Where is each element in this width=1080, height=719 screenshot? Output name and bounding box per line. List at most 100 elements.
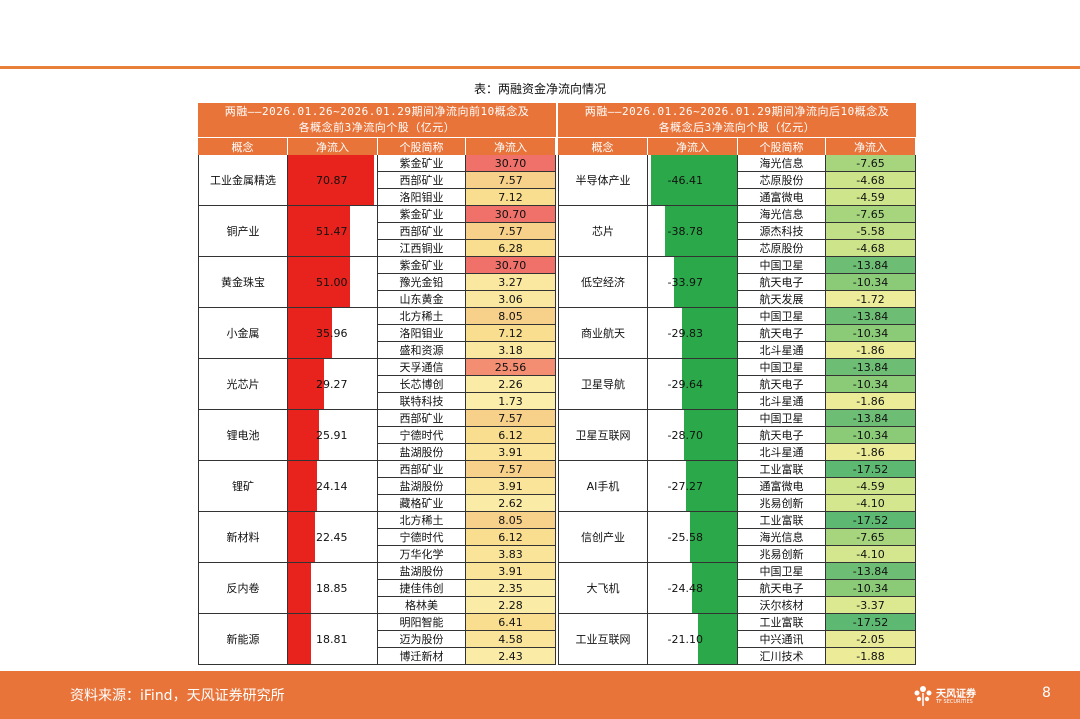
concept-flow-cell: 51.47 xyxy=(288,206,378,256)
stock-row: 盐湖股份 3.91 xyxy=(378,478,556,495)
concept-flow-cell: 18.85 xyxy=(288,563,378,613)
stock-flow-value: -4.59 xyxy=(826,189,916,205)
left-title-line1: 两融——2026.01.26~2026.01.29期间净流向前10概念及 xyxy=(224,105,530,118)
stock-name: 中国卫星 xyxy=(738,359,826,375)
stock-name: 北方稀土 xyxy=(378,308,466,324)
concept-flow-bar xyxy=(288,614,311,664)
stock-flow-value: 3.91 xyxy=(466,478,556,494)
stock-flow-value: 3.91 xyxy=(466,563,556,579)
stock-row: 捷佳伟创 2.35 xyxy=(378,580,556,597)
concept-flow-cell: 51.00 xyxy=(288,257,378,307)
stock-flow-value: -1.86 xyxy=(826,393,916,409)
concept-flow-bar xyxy=(288,155,374,205)
stock-name: 航天电子 xyxy=(738,376,826,392)
concept-name: 小金属 xyxy=(198,308,288,358)
stock-flow-value: 8.05 xyxy=(466,308,556,324)
concept-name: 锂矿 xyxy=(198,461,288,511)
stock-row: 藏格矿业 2.62 xyxy=(378,495,556,511)
concept-flow-cell: -25.58 xyxy=(648,512,738,562)
stock-name: 工业富联 xyxy=(738,614,826,630)
stock-row: 西部矿业 7.57 xyxy=(378,223,556,240)
stock-list: 明阳智能 6.41 迈为股份 4.58 博迁新材 2.43 xyxy=(378,614,556,664)
stock-row: 工业富联 -17.52 xyxy=(738,512,916,529)
col-header-concept: 概念 xyxy=(198,138,288,155)
concept-group: 芯片 -38.78 海光信息 -7.65 源杰科技 -5.58 芯原股份 -4.68 xyxy=(558,206,916,257)
concept-flow-value: -21.10 xyxy=(667,632,703,646)
stock-flow-value: 2.62 xyxy=(466,495,556,511)
stock-flow-value: -1.86 xyxy=(826,444,916,460)
stock-flow-value: 25.56 xyxy=(466,359,556,375)
concept-name: 卫星互联网 xyxy=(558,410,648,460)
concept-flow-bar xyxy=(690,512,737,562)
concept-flow-value: 51.47 xyxy=(316,224,348,238)
concept-flow-bar xyxy=(682,308,737,358)
stock-name: 海光信息 xyxy=(738,155,826,171)
stock-list: 天孚通信 25.56 长芯博创 2.26 联特科技 1.73 xyxy=(378,359,556,409)
stock-flow-value: -10.34 xyxy=(826,274,916,290)
stock-flow-value: -1.72 xyxy=(826,291,916,307)
stock-list: 盐湖股份 3.91 捷佳伟创 2.35 格林美 2.28 xyxy=(378,563,556,613)
stock-flow-value: -5.58 xyxy=(826,223,916,239)
stock-name: 航天电子 xyxy=(738,427,826,443)
concept-flow-value: 25.91 xyxy=(316,428,348,442)
stock-row: 芯原股份 -4.68 xyxy=(738,172,916,189)
stock-flow-value: 4.58 xyxy=(466,631,556,647)
stock-row: 山东黄金 3.06 xyxy=(378,291,556,307)
stock-name: 洛阳钼业 xyxy=(378,189,466,205)
concept-flow-cell: 70.87 xyxy=(288,155,378,205)
stock-flow-value: 7.12 xyxy=(466,189,556,205)
stock-list: 中国卫星 -13.84 航天电子 -10.34 沃尔核材 -3.37 xyxy=(738,563,916,613)
stock-row: 工业富联 -17.52 xyxy=(738,461,916,478)
stock-row: 中国卫星 -13.84 xyxy=(738,563,916,580)
source-note: 资料来源：iFind，天风证券研究所 xyxy=(70,688,285,704)
stock-name: 联特科技 xyxy=(378,393,466,409)
stock-flow-value: -13.84 xyxy=(826,563,916,579)
stock-flow-value: -10.34 xyxy=(826,427,916,443)
col-header-stock: 个股简称 xyxy=(378,138,466,155)
right-table-title: 两融——2026.01.26~2026.01.29期间净流向后10概念及 各概念… xyxy=(558,103,916,137)
stock-flow-value: -4.68 xyxy=(826,172,916,188)
concept-flow-cell: -21.10 xyxy=(648,614,738,664)
stock-name: 西部矿业 xyxy=(378,410,466,426)
stock-name: 山东黄金 xyxy=(378,291,466,307)
stock-flow-value: 7.57 xyxy=(466,223,556,239)
stock-list: 海光信息 -7.65 芯原股份 -4.68 通富微电 -4.59 xyxy=(738,155,916,205)
concept-flow-bar xyxy=(288,512,315,562)
stock-flow-value: -10.34 xyxy=(826,325,916,341)
stock-row: 源杰科技 -5.58 xyxy=(738,223,916,240)
concept-name: AI手机 xyxy=(558,461,648,511)
logo-text: 天风证券 xyxy=(936,689,976,700)
stock-row: 北斗星通 -1.86 xyxy=(738,393,916,409)
concept-flow-cell: 29.27 xyxy=(288,359,378,409)
concept-name: 半导体产业 xyxy=(558,155,648,205)
stock-row: 洛阳钼业 7.12 xyxy=(378,189,556,205)
stock-list: 西部矿业 7.57 盐湖股份 3.91 藏格矿业 2.62 xyxy=(378,461,556,511)
stock-flow-value: 2.43 xyxy=(466,648,556,664)
concept-flow-bar xyxy=(674,257,737,307)
stock-row: 北斗星通 -1.86 xyxy=(738,342,916,358)
concept-flow-cell: 35.96 xyxy=(288,308,378,358)
stock-name: 迈为股份 xyxy=(378,631,466,647)
top-inflow-table: 两融——2026.01.26~2026.01.29期间净流向前10概念及 各概念… xyxy=(198,103,556,665)
stock-row: 航天电子 -10.34 xyxy=(738,376,916,393)
footer-bar: 资料来源：iFind，天风证券研究所 天风证券 TF SECURITIES 8 xyxy=(0,671,1080,719)
stock-name: 芯原股份 xyxy=(738,172,826,188)
concept-flow-value: -33.97 xyxy=(667,275,703,289)
concept-group: AI手机 -27.27 工业富联 -17.52 通富微电 -4.59 兆易创新 -4.10 xyxy=(558,461,916,512)
stock-name: 天孚通信 xyxy=(378,359,466,375)
stock-name: 宁德时代 xyxy=(378,427,466,443)
concept-flow-bar xyxy=(686,461,737,511)
left-column-headers: 概念 净流入 个股简称 净流入 xyxy=(198,137,556,155)
concept-name: 低空经济 xyxy=(558,257,648,307)
concept-flow-cell: 22.45 xyxy=(288,512,378,562)
stock-name: 博迁新材 xyxy=(378,648,466,664)
concept-flow-bar xyxy=(682,359,737,409)
concept-name: 工业金属精选 xyxy=(198,155,288,205)
concept-group: 反内卷 18.85 盐湖股份 3.91 捷佳伟创 2.35 格林美 2.28 xyxy=(198,563,556,614)
stock-flow-value: 7.57 xyxy=(466,410,556,426)
stock-row: 西部矿业 7.57 xyxy=(378,172,556,189)
concept-flow-bar xyxy=(288,308,332,358)
stock-name: 紫金矿业 xyxy=(378,155,466,171)
stock-list: 工业富联 -17.52 通富微电 -4.59 兆易创新 -4.10 xyxy=(738,461,916,511)
stock-row: 中国卫星 -13.84 xyxy=(738,308,916,325)
